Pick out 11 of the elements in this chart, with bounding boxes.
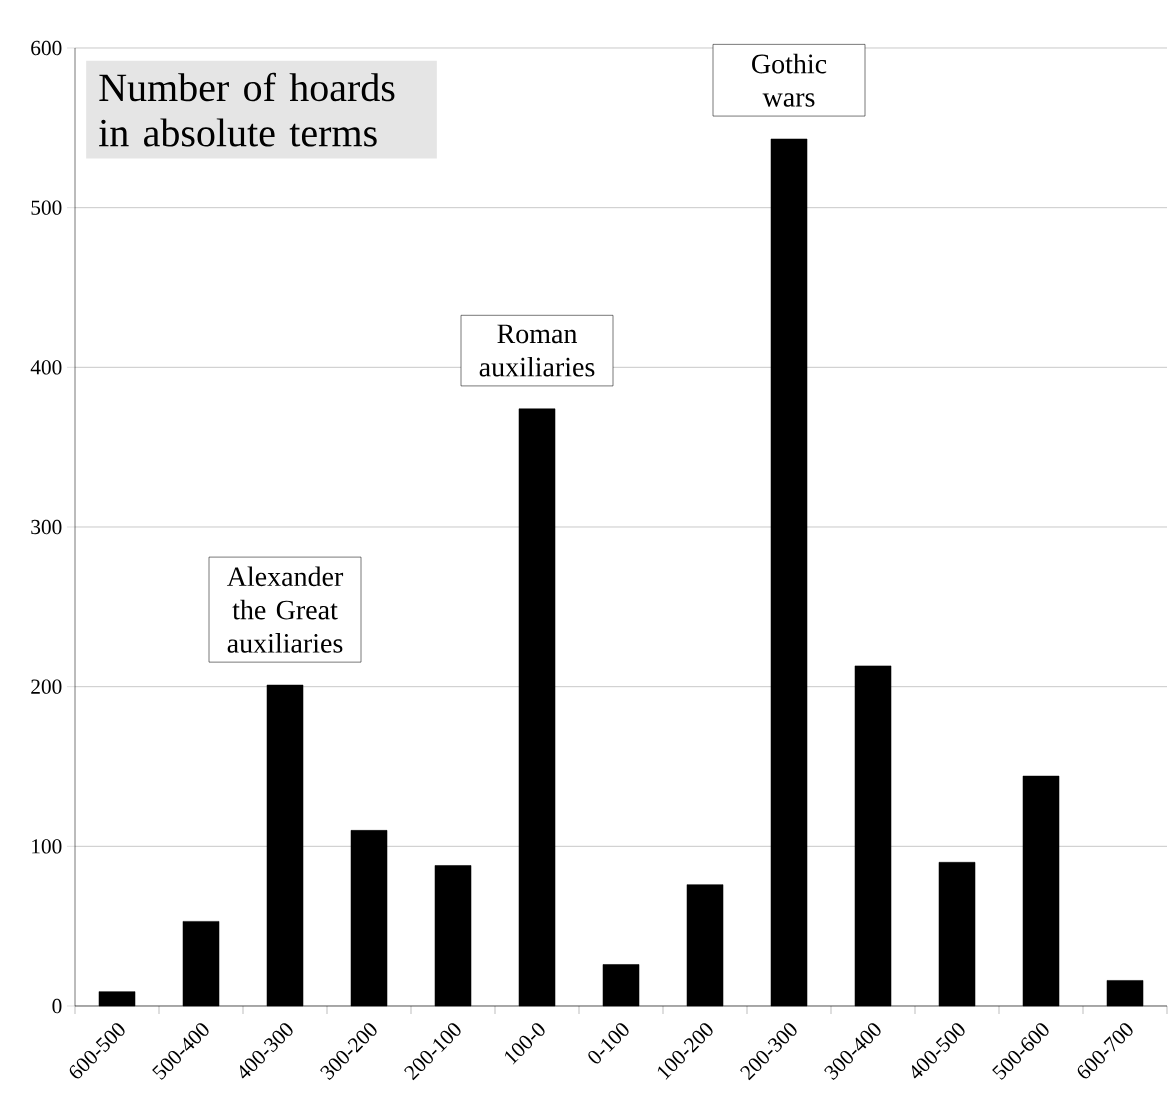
y-tick-label: 500 bbox=[31, 200, 62, 215]
annotation: Gothic wars bbox=[752, 53, 827, 107]
y-tick-label: 100 bbox=[32, 839, 62, 854]
annotation: Roman auxiliaries bbox=[479, 324, 595, 377]
y-tick-label: 600 bbox=[31, 40, 62, 56]
y-tick-label: 0 bbox=[52, 998, 62, 1014]
text: Number of hoards in absolute terms bbox=[99, 72, 395, 147]
annotation: Alexander the Great auxiliaries bbox=[226, 566, 344, 653]
y-tick-label: 300 bbox=[31, 519, 62, 535]
y-tick-label: 200 bbox=[31, 679, 62, 694]
y-tick-label: 400 bbox=[30, 360, 62, 375]
